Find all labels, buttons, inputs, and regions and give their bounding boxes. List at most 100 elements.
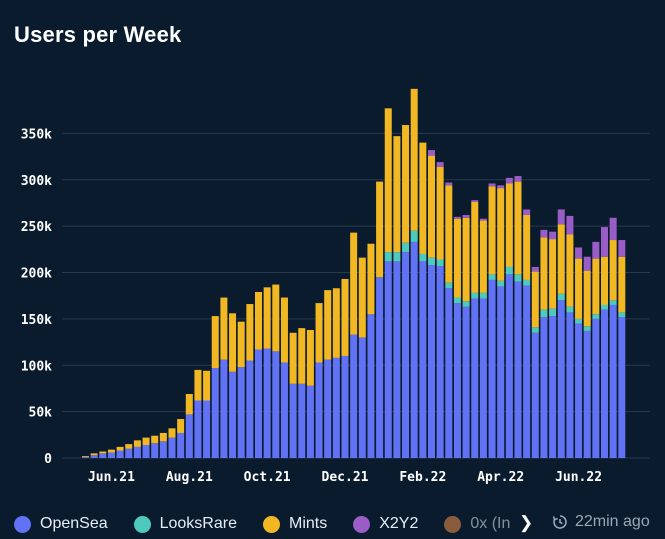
bar-segment-mints[interactable] [393, 136, 401, 253]
bar-segment-x2y2[interactable] [453, 216, 461, 219]
bar-segment-mints[interactable] [618, 256, 626, 313]
bar-segment-opensea[interactable] [618, 317, 626, 458]
bar-segment-x2y2[interactable] [445, 182, 453, 186]
bar-segment-mints[interactable] [462, 217, 470, 302]
bar-segment-mints[interactable] [90, 453, 98, 456]
bar-segment-x2y2[interactable] [557, 209, 565, 225]
bar-segment-opensea[interactable] [601, 309, 608, 458]
bar-segment-opensea[interactable] [194, 400, 202, 458]
bar-segment-opensea[interactable] [384, 261, 392, 458]
bar-segment-mints[interactable] [280, 297, 288, 363]
bar-segment-mints[interactable] [367, 243, 375, 315]
bar-segment-x2y2[interactable] [575, 247, 583, 259]
bar-segment-x2y2[interactable] [462, 214, 470, 218]
bar-segment-opensea[interactable] [324, 359, 332, 458]
bar-segment-opensea[interactable] [177, 432, 185, 458]
legend-item-opensea[interactable]: OpenSea [14, 515, 108, 533]
bar-segment-opensea[interactable] [99, 453, 107, 458]
bar-segment-mints[interactable] [531, 271, 539, 328]
bar-segment-looksrare[interactable] [575, 318, 583, 324]
bar-segment-opensea[interactable] [306, 385, 314, 458]
bar-segment-opensea[interactable] [497, 286, 505, 458]
bar-segment-looksrare[interactable] [471, 292, 479, 299]
bar-segment-looksrare[interactable] [428, 257, 435, 266]
bar-segment-mints[interactable] [419, 142, 427, 254]
bar-segment-mints[interactable] [159, 432, 167, 442]
bar-segment-mints[interactable] [505, 183, 513, 267]
bar-segment-opensea[interactable] [540, 317, 548, 458]
bar-segment-x2y2[interactable] [428, 150, 435, 156]
bar-segment-x2y2[interactable] [592, 241, 600, 259]
bar-segment-looksrare[interactable] [566, 306, 574, 313]
bar-segment-opensea[interactable] [488, 279, 496, 458]
bar-segment-opensea[interactable] [479, 298, 487, 458]
bar-segment-looksrare[interactable] [453, 297, 461, 304]
bar-segment-mints[interactable] [125, 444, 133, 449]
bar-segment-mints[interactable] [540, 237, 548, 310]
bar-segment-x2y2[interactable] [497, 185, 505, 189]
bar-segment-opensea[interactable] [549, 316, 557, 458]
bar-segment-opensea[interactable] [229, 371, 237, 458]
bar-segment-looksrare[interactable] [410, 230, 418, 242]
bar-segment-opensea[interactable] [185, 414, 193, 458]
bar-segment-mints[interactable] [255, 291, 262, 350]
bar-segment-looksrare[interactable] [393, 252, 401, 262]
bar-segment-opensea[interactable] [453, 303, 461, 458]
bar-segment-mints[interactable] [99, 451, 107, 454]
bar-segment-mints[interactable] [592, 258, 600, 315]
bar-segment-opensea[interactable] [90, 455, 98, 458]
bar-segment-opensea[interactable] [575, 323, 583, 458]
legend-item-0x[interactable]: 0x (In [444, 515, 510, 533]
bar-segment-opensea[interactable] [289, 383, 297, 458]
bar-segment-mints[interactable] [332, 288, 340, 358]
last-updated[interactable]: 22min ago [552, 513, 650, 531]
bar-segment-opensea[interactable] [514, 281, 522, 458]
bar-segment-x2y2[interactable] [549, 231, 557, 240]
bar-segment-mints[interactable] [453, 218, 461, 298]
bar-segment-opensea[interactable] [246, 360, 254, 458]
bar-segment-looksrare[interactable] [384, 252, 392, 262]
bar-segment-mints[interactable] [107, 449, 115, 453]
legend-item-mints[interactable]: Mints [262, 515, 327, 533]
bar-segment-mints[interactable] [488, 186, 496, 275]
bar-segment-opensea[interactable] [220, 359, 228, 458]
bar-segment-opensea[interactable] [82, 457, 89, 458]
bar-segment-mints[interactable] [436, 166, 444, 260]
bar-segment-mints[interactable] [557, 224, 565, 294]
bar-segment-opensea[interactable] [609, 304, 617, 458]
bar-segment-opensea[interactable] [272, 351, 280, 458]
bar-segment-x2y2[interactable] [609, 217, 617, 241]
bar-segment-mints[interactable] [514, 181, 522, 275]
bar-segment-x2y2[interactable] [523, 209, 531, 215]
bar-segment-mints[interactable] [445, 185, 453, 283]
bar-segment-mints[interactable] [609, 240, 617, 301]
bar-segment-x2y2[interactable] [505, 177, 513, 184]
bar-segment-mints[interactable] [315, 303, 323, 363]
bar-segment-opensea[interactable] [393, 261, 401, 458]
bar-segment-opensea[interactable] [358, 337, 366, 458]
bar-segment-mints[interactable] [471, 202, 479, 293]
bar-segment-mints[interactable] [272, 284, 280, 352]
bar-segment-opensea[interactable] [133, 446, 141, 458]
bar-segment-x2y2[interactable] [583, 256, 591, 271]
bar-segment-mints[interactable] [185, 394, 193, 415]
bar-segment-opensea[interactable] [583, 330, 591, 458]
bar-segment-x2y2[interactable] [531, 266, 539, 272]
bar-segment-x2y2[interactable] [479, 218, 487, 221]
bar-segment-opensea[interactable] [203, 400, 211, 458]
bar-segment-mints[interactable] [350, 232, 358, 335]
bar-segment-opensea[interactable] [263, 348, 271, 458]
bar-segment-opensea[interactable] [592, 318, 600, 458]
bar-segment-mints[interactable] [211, 316, 219, 369]
bar-segment-mints[interactable] [523, 214, 531, 280]
bar-segment-x2y2[interactable] [566, 215, 574, 235]
bar-segment-opensea[interactable] [445, 288, 453, 458]
bar-segment-mints[interactable] [549, 239, 557, 309]
bar-segment-opensea[interactable] [125, 448, 133, 458]
bar-segment-mints[interactable] [151, 435, 159, 444]
bar-segment-opensea[interactable] [557, 300, 565, 458]
bar-segment-opensea[interactable] [367, 314, 375, 458]
bar-segment-opensea[interactable] [419, 261, 427, 458]
bar-segment-looksrare[interactable] [505, 266, 513, 275]
bar-segment-mints[interactable] [402, 125, 410, 243]
